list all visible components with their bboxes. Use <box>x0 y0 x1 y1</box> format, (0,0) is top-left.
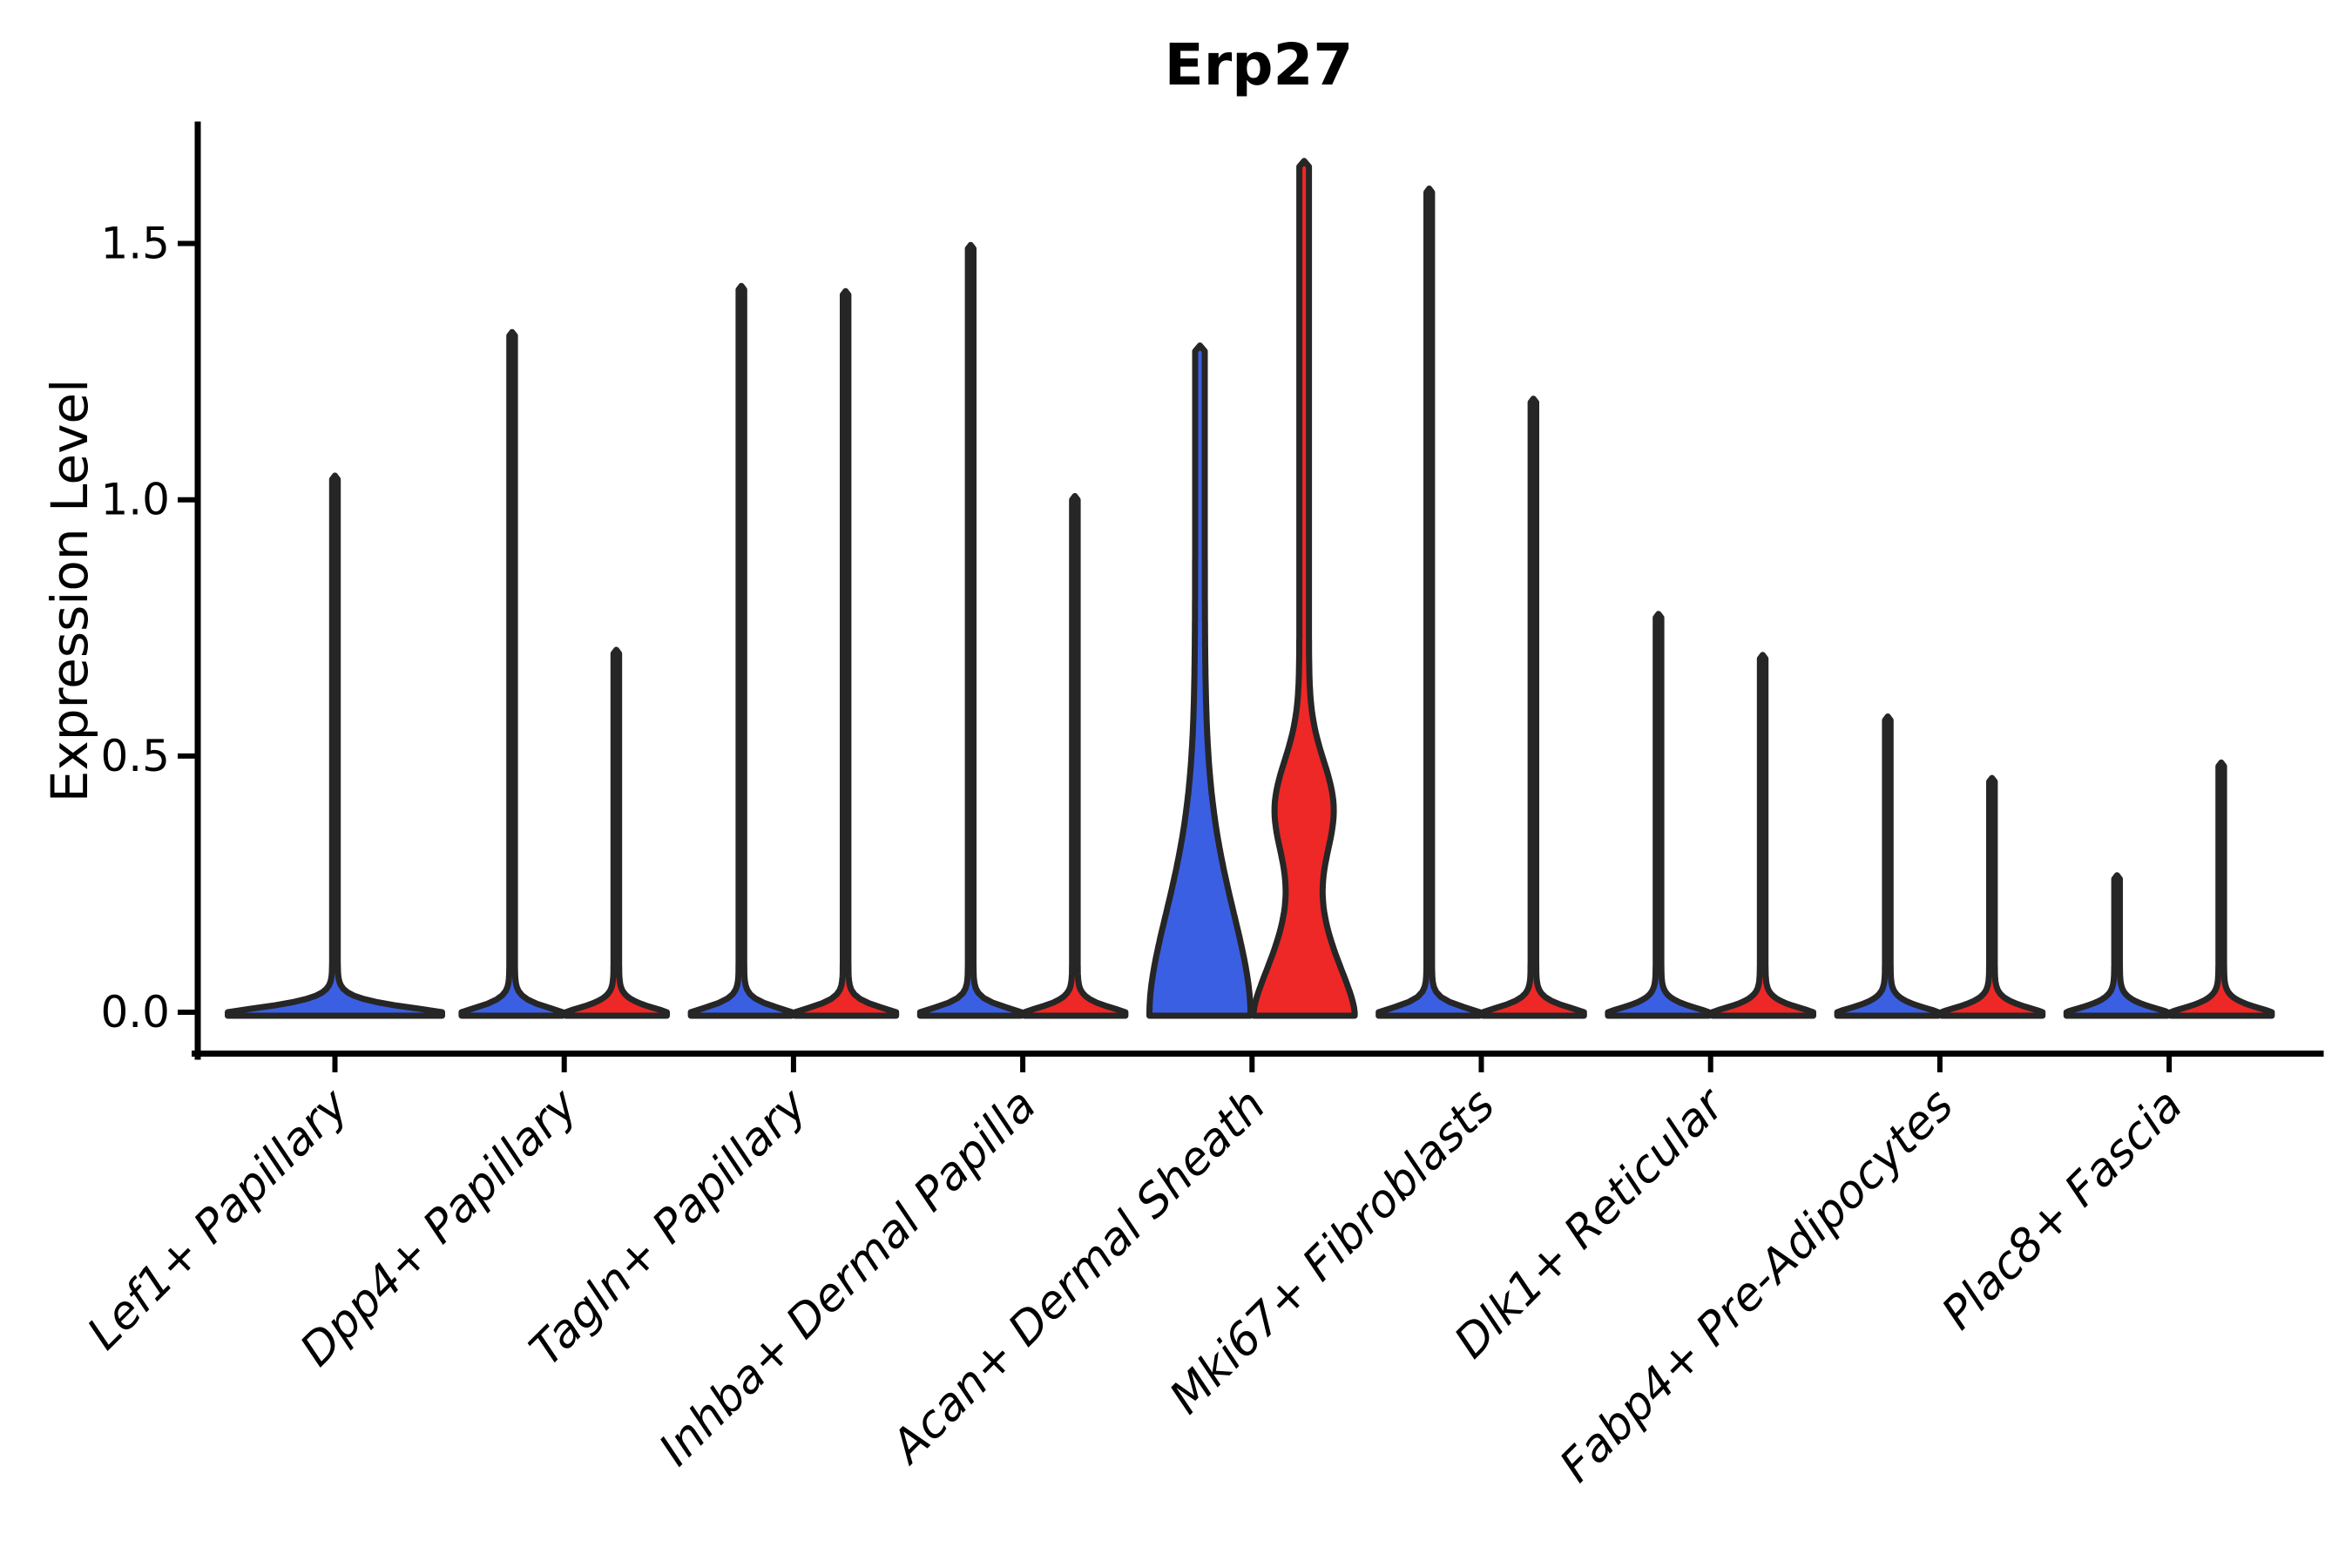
violin-right-mki67-fibroblasts <box>1479 395 1587 1019</box>
axes-layer <box>192 121 2324 1060</box>
x-tick-label: Inhba+ Dermal Papilla <box>650 1079 1047 1477</box>
chart-title: Erp27 <box>1165 31 1354 98</box>
violin-left-dlk1-reticular <box>1605 611 1713 1019</box>
violin-right-fabp4-pre-adipocytes <box>1938 774 2046 1019</box>
y-tick-label: 0.5 <box>100 731 170 781</box>
violin-full-lef1-papillary <box>225 472 445 1019</box>
violin-left-plac8-fascia <box>2063 872 2171 1019</box>
violin-right-plac8-fascia <box>2167 759 2275 1019</box>
x-tick-label: Acan+ Dermal Sheath <box>880 1079 1275 1475</box>
violin-left-inhba-dermal-papilla <box>916 241 1024 1019</box>
y-tick-label: 0.0 <box>100 987 170 1037</box>
violin-right-dpp4-papillary <box>563 646 670 1019</box>
violin-left-mki67-fibroblasts <box>1375 186 1484 1019</box>
violin-right-acan-dermal-sheath <box>1250 158 1358 1019</box>
violins-layer <box>225 158 2275 1019</box>
y-tick-label: 1.5 <box>100 219 170 269</box>
y-axis-label: Expression Level <box>40 379 99 802</box>
x-tick-label: Plac8+ Fascia <box>1932 1079 2193 1340</box>
violin-left-tagln-papillary <box>687 282 795 1019</box>
violin-left-fabp4-pre-adipocytes <box>1834 713 1942 1019</box>
violin-right-inhba-dermal-papilla <box>1021 493 1129 1019</box>
violin-left-dpp4-papillary <box>458 328 566 1019</box>
y-tick-label: 1.0 <box>100 475 170 525</box>
violin-right-dlk1-reticular <box>1709 652 1816 1019</box>
x-tick-label: Fabp4+ Pre-Adipocytes <box>1551 1079 1964 1493</box>
violin-left-acan-dermal-sheath <box>1146 342 1254 1019</box>
ticks-layer <box>178 240 2173 1072</box>
violin-right-tagln-papillary <box>792 287 900 1019</box>
